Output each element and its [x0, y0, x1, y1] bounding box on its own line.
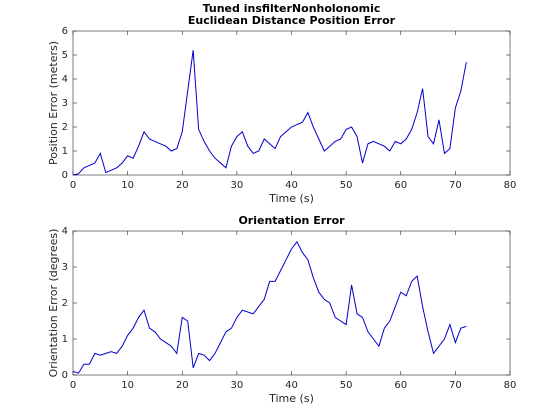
x-tick-label: 10 [121, 180, 134, 191]
x-tick-label: 50 [340, 380, 353, 391]
axes-box [72, 30, 511, 176]
x-axis-label: Time (s) [268, 392, 314, 405]
x-tick-label: 30 [231, 180, 244, 191]
x-tick-label: 20 [176, 180, 189, 191]
y-tick-label: 2 [62, 122, 68, 133]
chart-title: Tuned insfilterNonholonomic [203, 2, 381, 15]
y-tick-label: 3 [62, 98, 68, 109]
y-tick-label: 4 [62, 226, 68, 237]
x-tick-label: 50 [340, 180, 353, 191]
y-tick-label: 5 [62, 50, 68, 61]
y-axis-label: Position Error (meters) [47, 41, 60, 165]
x-tick-label: 0 [70, 380, 76, 391]
y-tick-label: 0 [62, 370, 68, 381]
y-tick-label: 4 [62, 74, 68, 85]
y-tick-label: 1 [62, 146, 68, 157]
axes-box [72, 230, 511, 376]
y-tick-label: 1 [62, 334, 68, 345]
y-tick-label: 0 [62, 170, 68, 181]
x-tick-label: 40 [285, 380, 298, 391]
data-line [72, 50, 467, 176]
y-axis-label: Orientation Error (degrees) [47, 229, 60, 378]
x-tick-label: 80 [504, 380, 517, 391]
y-tick-label: 2 [62, 298, 68, 309]
x-tick-label: 60 [394, 380, 407, 391]
x-tick-label: 20 [176, 380, 189, 391]
chart-title: Orientation Error [238, 214, 345, 227]
x-tick-label: 80 [504, 180, 517, 191]
x-tick-label: 10 [121, 380, 134, 391]
x-tick-label: 60 [394, 180, 407, 191]
x-axis-label: Time (s) [268, 192, 314, 205]
x-tick-label: 0 [70, 180, 76, 191]
x-tick-label: 70 [449, 380, 462, 391]
y-tick-label: 6 [62, 26, 68, 37]
x-tick-label: 40 [285, 180, 298, 191]
x-tick-label: 70 [449, 180, 462, 191]
x-tick-label: 30 [231, 380, 244, 391]
y-tick-label: 3 [62, 262, 68, 273]
data-line [72, 240, 467, 374]
chart-title: Euclidean Distance Position Error [188, 14, 396, 27]
